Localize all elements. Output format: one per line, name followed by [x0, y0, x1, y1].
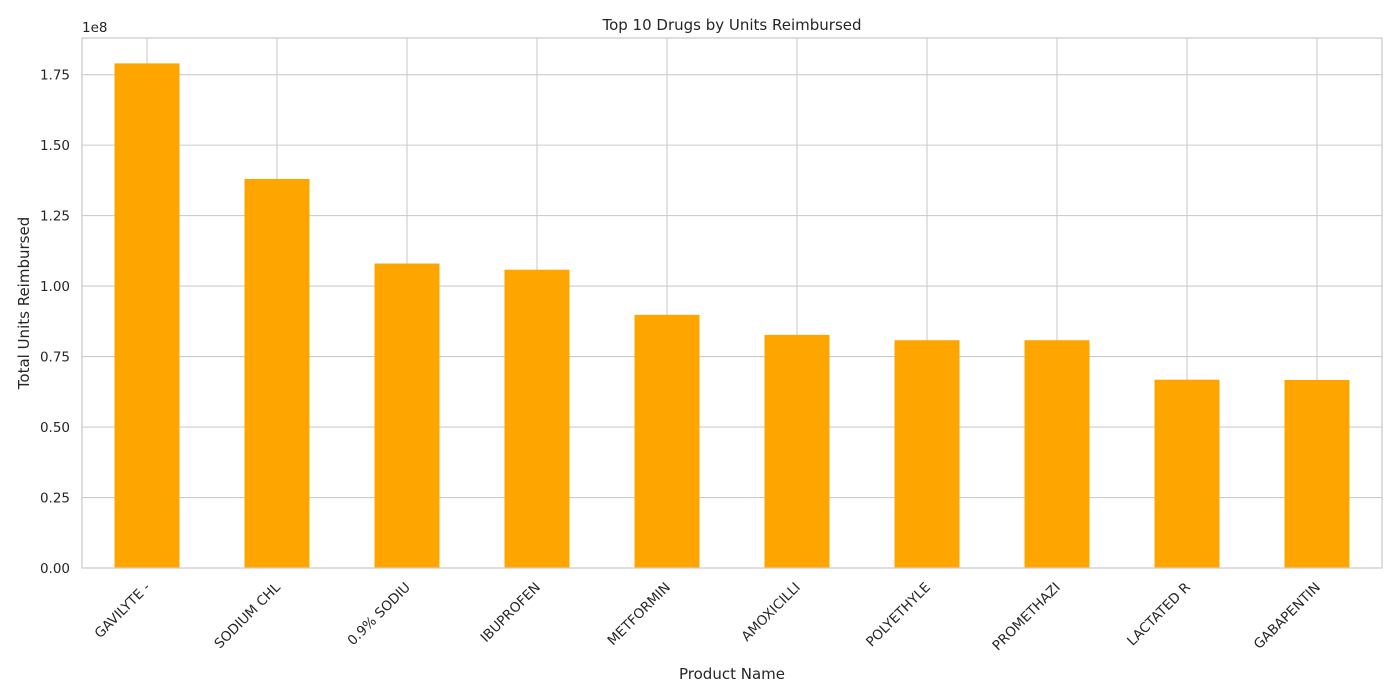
bar	[764, 334, 830, 568]
bar	[894, 340, 960, 568]
x-tick-label: IBUPROFEN	[478, 580, 544, 646]
y-tick-label: 1.50	[40, 138, 70, 154]
x-tick-label: 0.9% SODIU	[344, 580, 413, 649]
bar	[1154, 379, 1220, 568]
bar	[504, 269, 570, 568]
y-axis-offset-label: 1e8	[82, 20, 107, 36]
plot-frame	[81, 37, 1383, 569]
x-axis-ticks: GAVILYTE - SODIUM CHL 0.9% SODIU IBUPROFEN M…	[92, 579, 1324, 654]
bar	[374, 263, 440, 568]
y-tick-label: 0.00	[40, 561, 70, 577]
y-tick-label: 1.75	[40, 68, 70, 84]
y-tick-label: 0.75	[40, 350, 70, 366]
x-axis-label: Product Name	[679, 665, 785, 683]
y-tick-label: 1.25	[40, 209, 70, 225]
bar	[114, 63, 180, 568]
x-tick-label: AMOXICILLI	[739, 580, 804, 645]
bar	[634, 314, 700, 568]
x-tick-label: LACTATED R	[1124, 580, 1194, 650]
x-tick-label: GAVILYTE -	[92, 579, 154, 641]
y-tick-label: 0.25	[40, 491, 70, 507]
bars	[114, 63, 1350, 568]
y-axis-ticks: 0.00 0.25 0.50 0.75 1.00 1.25 1.50 1.75	[40, 68, 70, 577]
x-tick-label: PROMETHAZI	[989, 580, 1063, 654]
bar	[1284, 379, 1350, 568]
y-tick-label: 1.00	[40, 279, 70, 295]
y-tick-label: 0.50	[40, 420, 70, 436]
bar	[1024, 340, 1090, 568]
x-tick-label: POLYETHYLE	[863, 580, 934, 651]
x-tick-label: SODIUM CHL	[211, 579, 284, 652]
x-tick-label: METFORMIN	[605, 580, 674, 649]
y-axis-label: Total Units Reimbursed	[15, 217, 33, 390]
chart-title: Top 10 Drugs by Units Reimbursed	[601, 16, 861, 34]
x-tick-label: GABAPENTIN	[1251, 580, 1324, 653]
bar	[244, 178, 310, 568]
